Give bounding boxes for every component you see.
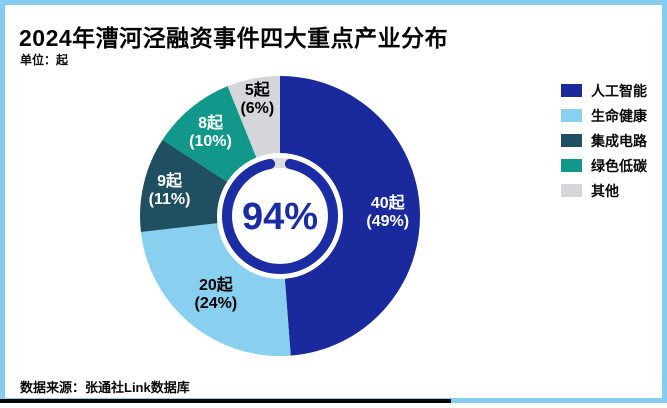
legend-item: 人工智能 [561, 78, 647, 103]
legend-item-label: 其他 [591, 182, 619, 199]
legend-item: 集成电路 [561, 128, 647, 153]
pie-slice-0 [280, 76, 421, 356]
unit-label: 单位：起 [20, 53, 69, 67]
legend-swatch-icon [561, 184, 582, 197]
slice-label-3: 8起(10%) [189, 113, 232, 150]
chart-title: 2024年漕河泾融资事件四大重点产业分布 [19, 25, 449, 51]
legend-swatch-icon [561, 134, 582, 147]
donut-chart: 40起(49%) 20起(24%) 9起(11%) 8起(10%)5起(6%) 94% [140, 76, 421, 356]
progress-ring-arc [222, 158, 338, 274]
legend-item-label: 人工智能 [591, 82, 647, 99]
slice-label-4: 5起(6%) [240, 80, 274, 117]
donut-hole [217, 153, 343, 279]
data-source-label: 数据来源：张通社Link数据库 [20, 380, 190, 395]
slice-label-0: 40起(49%) [366, 193, 409, 230]
legend-swatch-icon [561, 159, 582, 172]
legend-item: 生命健康 [561, 103, 647, 128]
legend-item-label: 生命健康 [591, 107, 647, 124]
legend-item-label: 绿色低碳 [591, 157, 647, 174]
legend-swatch-icon [561, 84, 582, 97]
legend-swatch-icon [561, 109, 582, 122]
legend-item-label: 集成电路 [591, 132, 647, 149]
bottom-black-strip [0, 399, 451, 403]
legend-item: 其他 [561, 178, 647, 203]
legend-item: 绿色低碳 [561, 153, 647, 178]
center-percent-label: 94% [242, 196, 318, 238]
legend: 人工智能 生命健康 集成电路 绿色低碳 其他 [561, 78, 647, 203]
slice-label-2: 9起(11%) [149, 171, 191, 208]
slice-label-1: 20起(24%) [195, 275, 238, 312]
